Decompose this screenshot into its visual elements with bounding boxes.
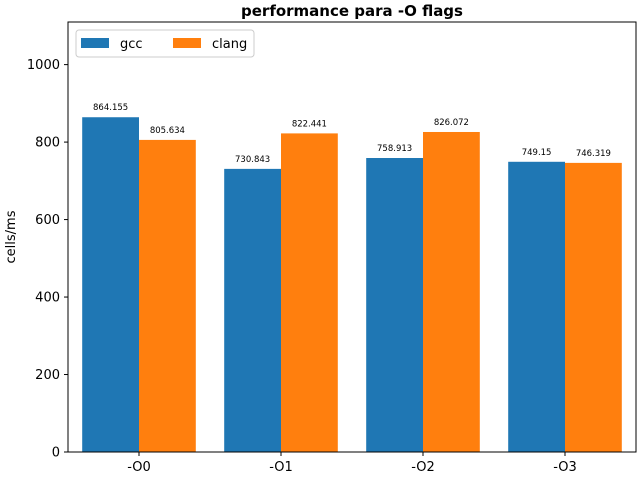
legend-label-clang: clang <box>212 37 247 52</box>
bar-gcc--O2 <box>366 158 423 453</box>
legend-label-gcc: gcc <box>120 37 143 52</box>
legend-swatch-clang <box>173 38 201 48</box>
x-tick-label: -O3 <box>553 460 577 475</box>
y-tick-label: 200 <box>35 368 60 383</box>
y-tick-label: 0 <box>52 446 60 461</box>
bar-clang--O0 <box>139 139 196 453</box>
data-label: 730.843 <box>235 155 270 165</box>
x-tick-label: -O2 <box>411 460 435 475</box>
x-axis: -O0 -O1 -O2 -O3 <box>127 452 577 475</box>
y-axis-label: cells/ms <box>4 210 19 263</box>
bar-clang--O3 <box>565 162 622 452</box>
data-label: 746.319 <box>576 149 611 159</box>
bar-gcc--O1 <box>224 168 281 452</box>
legend-swatch-gcc <box>81 38 109 48</box>
x-tick-label: -O1 <box>269 460 293 475</box>
data-label: 749.15 <box>522 148 552 158</box>
y-tick-label: 1000 <box>27 58 60 73</box>
plot-frame <box>67 21 637 453</box>
bars-group <box>82 117 622 453</box>
legend: gcc clang <box>75 29 255 58</box>
legend-box <box>75 29 255 58</box>
bar-gcc--O0 <box>82 117 139 453</box>
data-labels-group: 864.155 805.634 730.843 822.441 758.913 826.0… <box>93 103 611 165</box>
x-tick-label: -O0 <box>127 460 151 475</box>
bar-gcc--O3 <box>508 161 565 452</box>
y-tick-label: 800 <box>35 136 60 151</box>
data-label: 864.155 <box>93 103 128 113</box>
y-tick-label: 400 <box>35 291 60 306</box>
y-tick-label: 600 <box>35 213 60 228</box>
bar-clang--O1 <box>281 133 338 452</box>
bar-clang--O2 <box>423 131 480 453</box>
data-label: 805.634 <box>150 126 185 136</box>
y-axis: 0 200 400 600 800 1000 <box>27 58 68 461</box>
data-label: 826.072 <box>434 118 469 128</box>
data-label: 758.913 <box>377 144 412 154</box>
chart-title: performance para -O flags <box>241 2 463 20</box>
data-label: 822.441 <box>292 119 327 129</box>
